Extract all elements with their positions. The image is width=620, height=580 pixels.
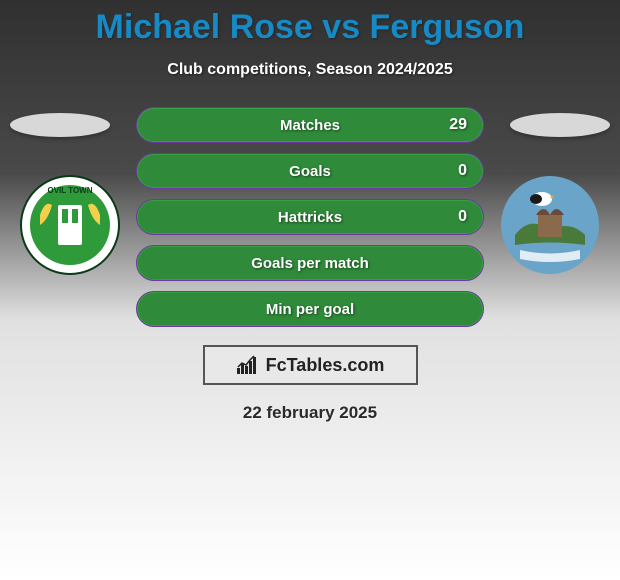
team-badge-left: OVIL TOWN [20,175,120,275]
stat-pill: Goals per match [136,245,484,281]
stat-label: Goals per match [251,255,369,272]
stat-value: 0 [458,208,467,226]
crest-text: OVIL TOWN [47,186,92,195]
stat-label: Min per goal [266,301,354,318]
fctables-label: FcTables.com [266,355,385,376]
stat-row-min-per-goal: Min per goal [0,291,620,327]
stat-label: Matches [280,117,340,134]
stat-label: Goals [289,163,331,180]
stat-pill: Matches 29 [136,107,484,143]
stat-value: 0 [458,162,467,180]
stat-pill: Hattricks 0 [136,199,484,235]
date-label: 22 february 2025 [0,403,620,423]
stat-row-matches: Matches 29 [0,107,620,143]
stat-pill: Goals 0 [136,153,484,189]
team-crest-left-icon: OVIL TOWN [20,175,120,275]
chart-icon [236,355,260,375]
marker-left [10,113,110,137]
team-crest-right-icon [500,175,600,275]
fctables-watermark: FcTables.com [203,345,418,385]
stat-value: 29 [449,116,467,134]
stat-label: Hattricks [278,209,342,226]
page-title: Michael Rose vs Ferguson [0,0,620,47]
stat-pill: Min per goal [136,291,484,327]
subtitle: Club competitions, Season 2024/2025 [0,61,620,79]
marker-right [510,113,610,137]
team-badge-right [500,175,600,275]
